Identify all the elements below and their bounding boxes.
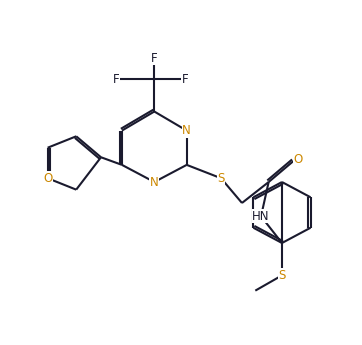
Text: S: S (278, 269, 286, 282)
Text: N: N (182, 124, 191, 137)
Text: S: S (217, 172, 225, 185)
Text: HN: HN (252, 210, 270, 223)
Text: F: F (181, 73, 188, 86)
Text: O: O (293, 153, 303, 166)
Text: F: F (113, 73, 119, 86)
Text: N: N (150, 176, 159, 188)
Text: F: F (151, 52, 157, 65)
Text: O: O (43, 172, 52, 185)
